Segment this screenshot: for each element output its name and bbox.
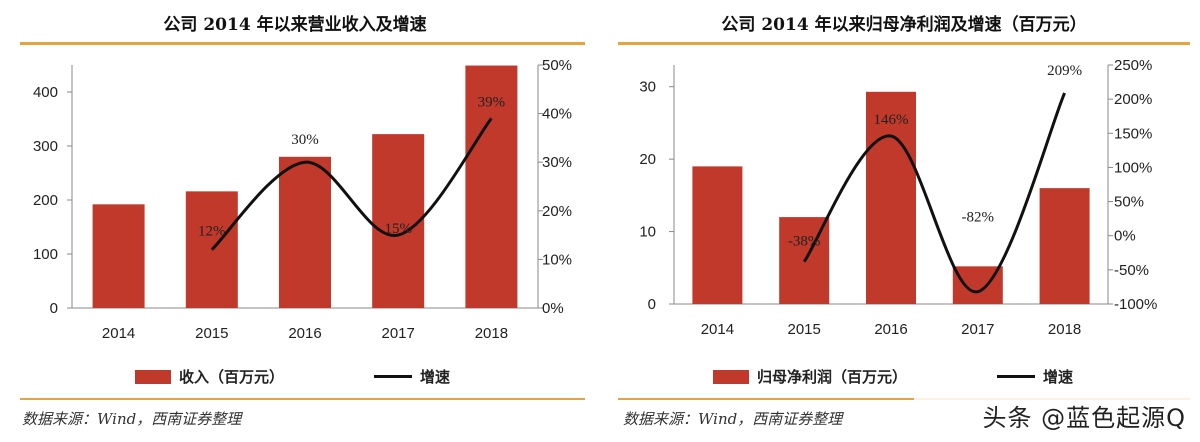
x-tick-label: 2016 bbox=[874, 321, 907, 338]
source-note: 数据来源：Wind，西南证券整理 bbox=[22, 410, 242, 428]
watermark-text: 头条 @蓝色起源Q bbox=[982, 404, 1186, 432]
legend-bar-swatch bbox=[713, 369, 749, 384]
growth-data-label: 39% bbox=[478, 94, 506, 110]
bottom-divider bbox=[618, 398, 1190, 400]
x-tick-label: 2017 bbox=[961, 321, 994, 338]
legend-line-label: 增速 bbox=[1043, 368, 1074, 386]
right-tick-label: 20% bbox=[542, 203, 572, 220]
chart-title: 公司 2014 年以来营业收入及增速 bbox=[163, 15, 427, 35]
growth-data-label: -38% bbox=[788, 234, 821, 250]
chart-title: 公司 2014 年以来归母净利润及增速（百万元） bbox=[721, 15, 1087, 35]
growth-line bbox=[210, 117, 493, 251]
bar-2017 bbox=[372, 134, 425, 308]
growth-data-label: 12% bbox=[198, 224, 226, 240]
bottom-divider bbox=[20, 398, 585, 400]
x-tick-label: 2014 bbox=[701, 321, 734, 338]
right-tick-label: 50% bbox=[1114, 194, 1144, 211]
right-tick-label: 50% bbox=[542, 57, 572, 74]
growth-data-label: 30% bbox=[291, 132, 319, 148]
x-tick-label: 2017 bbox=[382, 325, 415, 342]
source-note: 数据来源：Wind，西南证券整理 bbox=[623, 410, 843, 428]
left-tick-label: 10 bbox=[639, 224, 656, 241]
legend-bar-label: 归母净利润（百万元） bbox=[757, 368, 908, 386]
left-tick-label: 0 bbox=[648, 296, 656, 313]
right-tick-label: 100% bbox=[1114, 159, 1152, 176]
growth-data-label: -82% bbox=[962, 210, 995, 226]
bar-2018 bbox=[465, 65, 518, 308]
growth-data-label: 146% bbox=[874, 112, 909, 128]
bar-2018 bbox=[1039, 188, 1090, 304]
right-tick-label: 0% bbox=[1114, 228, 1136, 245]
x-tick-label: 2014 bbox=[102, 325, 135, 342]
x-tick-label: 2016 bbox=[288, 325, 321, 342]
right-tick-label: 10% bbox=[542, 251, 572, 268]
chart-legend: 归母净利润（百万元） 增速 bbox=[713, 366, 1073, 387]
title-divider bbox=[618, 42, 1190, 45]
chart-legend: 收入（百万元） 增速 bbox=[135, 366, 450, 387]
left-tick-label: 300 bbox=[33, 138, 58, 155]
x-tick-label: 2015 bbox=[195, 325, 228, 342]
left-tick-label: 400 bbox=[33, 84, 58, 101]
right-tick-label: 250% bbox=[1114, 57, 1152, 74]
legend-bar-swatch bbox=[135, 369, 171, 384]
right-tick-label: 0% bbox=[542, 300, 564, 317]
right-tick-label: -100% bbox=[1114, 296, 1157, 313]
growth-line bbox=[802, 92, 1066, 294]
net-profit-chart: 0 10 20 30 -100% -50% 0% 50% 100% 150% 200% 250% 201… bbox=[639, 57, 1157, 338]
watermark-background bbox=[914, 396, 1194, 436]
right-tick-label: 40% bbox=[542, 106, 572, 123]
x-tick-label: 2018 bbox=[1048, 321, 1081, 338]
bar-2016 bbox=[279, 156, 331, 308]
left-tick-label: 0 bbox=[50, 300, 58, 317]
left-tick-label: 200 bbox=[33, 192, 58, 209]
left-tick-label: 100 bbox=[33, 246, 58, 263]
left-tick-label: 20 bbox=[639, 151, 656, 168]
right-tick-label: 150% bbox=[1114, 125, 1152, 142]
x-tick-label: 2018 bbox=[475, 325, 508, 342]
legend-line-swatch bbox=[997, 375, 1036, 378]
title-divider bbox=[20, 42, 585, 45]
right-tick-label: 30% bbox=[542, 154, 572, 171]
legend-line-label: 增速 bbox=[420, 368, 451, 386]
left-tick-label: 30 bbox=[639, 79, 656, 96]
net-profit-chart-panel: 公司 2014 年以来归母净利润及增速（百万元） 0 10 20 30 -100% -50… bbox=[608, 0, 1200, 442]
legend-bar-label: 收入（百万元） bbox=[179, 368, 285, 386]
revenue-chart: 0 100 200 300 400 0% 10% 20% 30% 40% 50% 2014 2015 20… bbox=[33, 57, 572, 342]
x-tick-label: 2015 bbox=[788, 321, 821, 338]
right-tick-label: 200% bbox=[1114, 91, 1152, 108]
bar-2016 bbox=[866, 91, 916, 304]
bar-2014 bbox=[92, 204, 145, 308]
growth-data-label: 209% bbox=[1047, 63, 1082, 79]
right-tick-label: -50% bbox=[1114, 262, 1149, 279]
legend-line-swatch bbox=[374, 375, 413, 378]
growth-data-label: 15% bbox=[384, 221, 412, 237]
revenue-chart-panel: 公司 2014 年以来营业收入及增速 0 100 200 300 400 0% 10% 20%… bbox=[0, 0, 590, 442]
bar-2014 bbox=[692, 166, 743, 304]
